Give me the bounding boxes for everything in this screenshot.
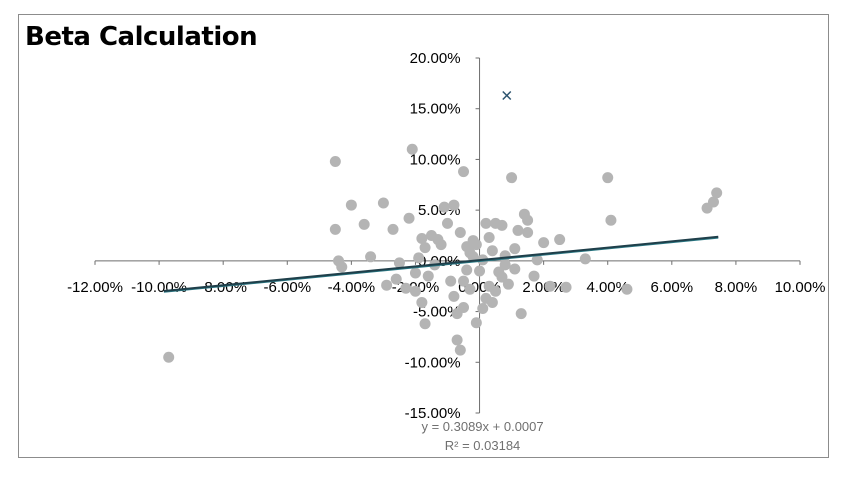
data-point bbox=[509, 243, 521, 255]
data-point bbox=[409, 285, 421, 297]
data-point bbox=[538, 237, 550, 249]
outlier-point bbox=[502, 90, 512, 101]
data-point bbox=[579, 253, 591, 265]
data-point bbox=[329, 223, 341, 235]
y-tick-label: -5.00% bbox=[413, 304, 461, 321]
data-point bbox=[390, 273, 402, 285]
data-point bbox=[336, 261, 348, 273]
data-point bbox=[400, 282, 412, 294]
x-tick-label: -4.00% bbox=[328, 279, 376, 296]
data-point bbox=[477, 303, 489, 315]
x-tick-label: 8.00% bbox=[715, 279, 758, 296]
data-point bbox=[458, 166, 470, 178]
data-point bbox=[461, 264, 473, 276]
data-point bbox=[448, 290, 460, 302]
data-point bbox=[499, 259, 511, 271]
data-point bbox=[480, 217, 492, 229]
x-tick-label: -12.00% bbox=[67, 279, 123, 296]
data-point bbox=[544, 280, 556, 292]
data-point bbox=[413, 252, 425, 264]
data-point bbox=[496, 219, 508, 231]
data-point bbox=[502, 278, 514, 290]
trendline-shadow bbox=[163, 237, 719, 293]
data-point bbox=[458, 275, 470, 287]
r-squared-label: R² = 0.03184 bbox=[445, 438, 521, 453]
axes bbox=[95, 58, 800, 413]
data-point bbox=[416, 296, 428, 308]
data-point bbox=[707, 196, 719, 208]
data-point bbox=[528, 270, 540, 282]
data-point bbox=[554, 234, 566, 246]
y-tick-label: 15.00% bbox=[410, 101, 461, 118]
x-tick-label: 2.00% bbox=[522, 279, 565, 296]
y-tick-label: 10.00% bbox=[410, 151, 461, 168]
data-point bbox=[531, 254, 543, 266]
trendline bbox=[163, 235, 719, 293]
data-point bbox=[419, 242, 431, 254]
data-point bbox=[163, 351, 175, 363]
data-point bbox=[470, 239, 482, 251]
data-point bbox=[621, 283, 633, 295]
data-point bbox=[496, 271, 508, 283]
data-point bbox=[451, 334, 463, 346]
data-point bbox=[509, 263, 521, 275]
data-point bbox=[486, 245, 498, 257]
data-point bbox=[512, 224, 524, 236]
data-point bbox=[435, 239, 447, 251]
data-point bbox=[490, 285, 502, 297]
x-tick-label: -6.00% bbox=[264, 279, 312, 296]
trendline-equation: y = 0.3089x + 0.0007 bbox=[421, 419, 543, 434]
data-point bbox=[422, 270, 434, 282]
data-point bbox=[406, 143, 418, 155]
data-point bbox=[419, 318, 431, 330]
data-point bbox=[358, 218, 370, 230]
data-point bbox=[454, 344, 466, 356]
x-tick-labels: -12.00%-10.00%-8.00%-6.00%-4.00%-2.00%0.… bbox=[67, 260, 826, 296]
data-point bbox=[474, 265, 486, 277]
equation-labels: y = 0.3089x + 0.0007 R² = 0.03184 bbox=[421, 419, 543, 453]
data-point bbox=[377, 197, 389, 209]
data-point bbox=[393, 257, 405, 269]
data-point bbox=[458, 302, 470, 314]
data-point bbox=[345, 199, 357, 211]
data-point bbox=[560, 281, 572, 293]
data-point bbox=[602, 172, 614, 184]
data-point bbox=[486, 296, 498, 308]
data-point bbox=[483, 232, 495, 244]
data-point bbox=[365, 251, 377, 263]
x-tick-label: 10.00% bbox=[775, 279, 826, 296]
data-point bbox=[711, 187, 723, 199]
data-points bbox=[163, 90, 723, 363]
data-point bbox=[470, 317, 482, 329]
data-point bbox=[464, 283, 476, 295]
x-tick-label: 4.00% bbox=[586, 279, 629, 296]
y-tick-labels: -15.00%-10.00%-5.00%0.00%5.00%10.00%15.0… bbox=[405, 50, 480, 422]
data-point bbox=[506, 172, 518, 184]
y-tick-label: -10.00% bbox=[405, 354, 461, 371]
data-point bbox=[442, 217, 453, 229]
data-point bbox=[445, 275, 457, 287]
data-point bbox=[329, 155, 341, 167]
data-point bbox=[381, 279, 393, 291]
data-point bbox=[605, 214, 617, 226]
y-tick-label: -15.00% bbox=[405, 405, 461, 422]
data-point bbox=[515, 308, 527, 320]
y-tick-label: 20.00% bbox=[410, 50, 461, 67]
data-point bbox=[409, 267, 421, 279]
data-point bbox=[387, 223, 399, 235]
x-tick-label: -10.00% bbox=[131, 279, 187, 296]
trendline-group bbox=[163, 235, 719, 293]
x-tick-label: 6.00% bbox=[651, 279, 694, 296]
data-point bbox=[403, 212, 415, 224]
data-point bbox=[416, 233, 428, 245]
data-point bbox=[522, 214, 534, 226]
data-point bbox=[454, 226, 466, 238]
data-point bbox=[448, 199, 460, 211]
data-point bbox=[522, 226, 534, 238]
chart-title: Beta Calculation bbox=[25, 22, 258, 52]
data-point bbox=[438, 201, 450, 213]
